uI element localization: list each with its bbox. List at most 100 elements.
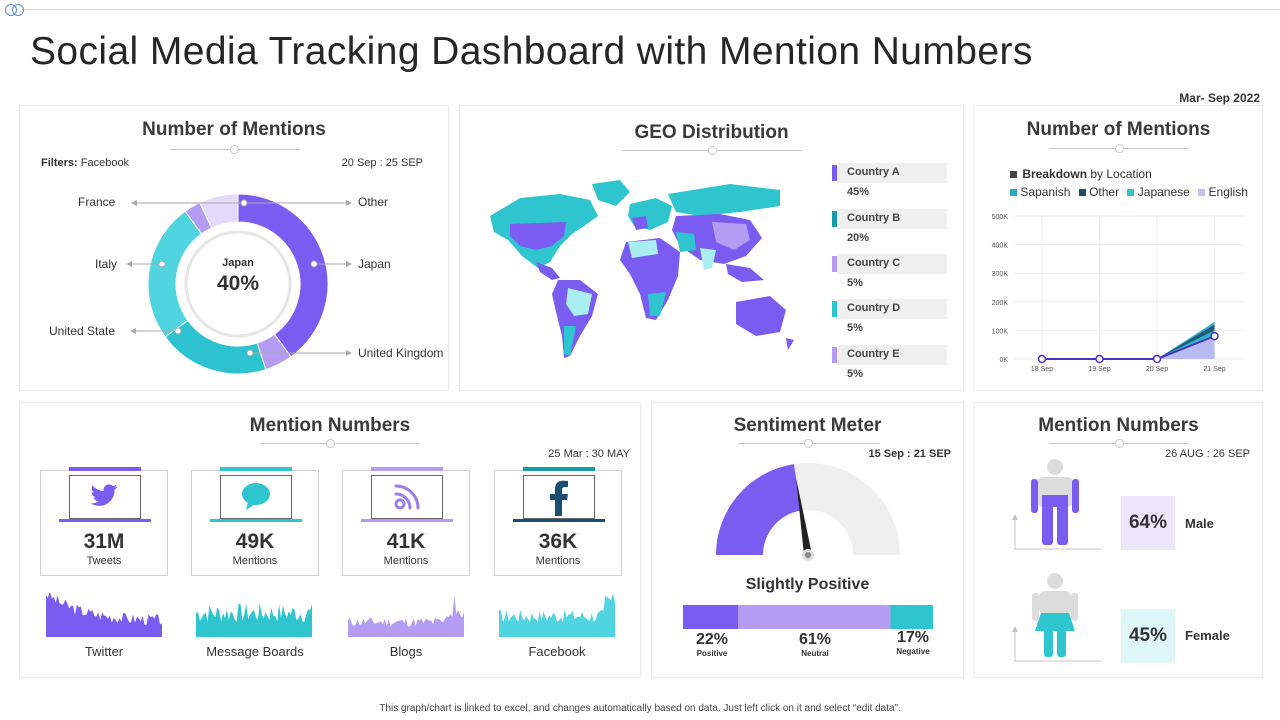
arrowhead-france <box>131 200 137 206</box>
icon-frame <box>371 475 443 519</box>
area-series-sapanish[interactable] <box>1042 321 1215 359</box>
icon-underline <box>513 519 605 522</box>
stat-sub: Mentions <box>232 555 278 567</box>
icon-top-bar <box>69 467 141 471</box>
sentiment-neutral: 61% Neutral <box>785 631 845 658</box>
breakdown-square-icon <box>1010 171 1017 178</box>
map-africa-south <box>648 292 666 316</box>
legend-item-country-c: Country C 5% <box>832 254 947 294</box>
card-title: Number of Mentions <box>142 119 326 140</box>
area-series-japanese[interactable] <box>1042 330 1215 359</box>
legend-country-name: Country C <box>847 257 901 269</box>
legend-swatch <box>832 347 837 363</box>
data-point[interactable] <box>1037 354 1047 364</box>
legend-swatch-japanese <box>1127 189 1135 196</box>
label-other: Other <box>358 195 389 209</box>
card-title: GEO Distribution <box>634 122 789 143</box>
female-value-box <box>1121 609 1175 663</box>
filters-label: Filters: <box>41 157 78 169</box>
data-point[interactable] <box>1210 331 1219 341</box>
stat-value: 31M <box>83 530 125 553</box>
breakdown-rest: by Location <box>1090 167 1152 181</box>
y-tick-label: 500K <box>992 214 1009 221</box>
sparkline-message-boards <box>196 603 312 637</box>
stat-card-blogs[interactable]: 41K Mentions <box>342 467 470 576</box>
sparkline-blogs <box>348 595 464 637</box>
y-tick-label: 400K <box>992 243 1009 250</box>
stat-card-twitter[interactable]: 31M Tweets <box>40 467 168 576</box>
footer-note: This graph/chart is linked to excel, and… <box>379 703 901 714</box>
stat-card-facebook[interactable]: 36K Mentions <box>494 467 622 576</box>
period-label: Mar- Sep 2022 <box>1179 91 1260 105</box>
stat-value: 41K <box>386 530 426 553</box>
sparkline-twitter <box>46 593 162 637</box>
legend-english: English <box>1208 185 1248 199</box>
sentiment-label: Positive <box>696 649 728 658</box>
title-dot <box>804 439 813 448</box>
title-dot <box>326 439 335 448</box>
legend-country-value: 5% <box>847 368 863 380</box>
arrowhead-united-state <box>130 328 136 334</box>
breakdown-heading: Breakdown by Location <box>1010 167 1152 181</box>
sentiment-negative: 17% Negative <box>884 629 942 656</box>
gauge-hub-center <box>805 552 811 558</box>
legend-item-country-e: Country E 5% <box>832 345 947 385</box>
data-point[interactable] <box>1095 354 1104 364</box>
marker-france <box>240 199 248 207</box>
title-dot <box>1115 439 1124 448</box>
data-point[interactable] <box>1152 354 1162 364</box>
map-new-zealand <box>786 338 794 350</box>
legend-country-value: 5% <box>847 322 863 334</box>
icon-underline <box>59 519 151 522</box>
arrowhead-italy <box>126 261 132 267</box>
stat-value: 49K <box>235 530 275 553</box>
sentiment-meter-card: Sentiment Meter 15 Sep : 21 SEP Slightly… <box>651 402 964 678</box>
map-argentina <box>564 326 576 356</box>
gauge-needle <box>796 477 812 556</box>
icon-frame <box>69 475 141 519</box>
gender-card: Mention Numbers 26 AUG : 26 SEP 64% Male… <box>974 402 1263 678</box>
mentions-donut-card: Number of Mentions Filters: Facebook 20 … <box>19 105 449 391</box>
donut-slice-other[interactable] <box>199 193 239 229</box>
sentiment-segment-neutral[interactable] <box>738 605 891 629</box>
top-rule <box>22 9 1280 10</box>
stat-value: 36K <box>538 530 578 553</box>
breakdown-bold: Breakdown <box>1022 167 1088 181</box>
male-value: 64% <box>1128 512 1168 533</box>
stat-sub: Mentions <box>535 555 581 567</box>
y-tick-label: 0K <box>999 357 1008 364</box>
date-range: 25 Mar : 30 MAY <box>548 448 630 460</box>
donut-chart <box>126 193 352 375</box>
map-china <box>712 222 750 250</box>
label-united-state: United State <box>49 324 116 338</box>
y-tick-label: 200K <box>992 300 1009 307</box>
title-dot <box>230 145 239 154</box>
filters-value[interactable]: Facebook <box>80 157 130 169</box>
donut-slice-japan[interactable] <box>237 193 329 358</box>
stat-card-message-boards[interactable]: 49K Mentions <box>191 467 319 576</box>
map-europe-west <box>632 216 648 230</box>
sentiment-segment-positive[interactable] <box>683 605 738 629</box>
sparkline-facebook <box>499 593 615 637</box>
line-series-english <box>1042 335 1215 360</box>
rss-icon <box>394 484 420 510</box>
icon-top-bar <box>220 467 292 471</box>
sentiment-gauge <box>716 463 900 561</box>
icon-frame <box>220 475 292 519</box>
twitter-icon <box>91 484 118 506</box>
map-southeast-asia <box>726 264 764 282</box>
y-tick-label: 100K <box>992 328 1009 335</box>
marker-united-state <box>174 327 182 335</box>
y-tick-label: 300K <box>992 271 1009 278</box>
channel-label-twitter: Twitter <box>84 644 124 659</box>
legend-item-country-a: Country A 45% <box>832 163 947 203</box>
legend-item-country-b: Country B 20% <box>832 209 947 249</box>
map-australia <box>736 296 786 336</box>
card-title: Mention Numbers <box>1038 415 1199 436</box>
legend-box <box>837 163 947 183</box>
map-russia <box>668 184 780 216</box>
map-usa <box>510 222 566 250</box>
legend-box <box>837 254 947 274</box>
female-value: 45% <box>1128 625 1168 646</box>
sentiment-segment-negative[interactable] <box>890 605 934 629</box>
